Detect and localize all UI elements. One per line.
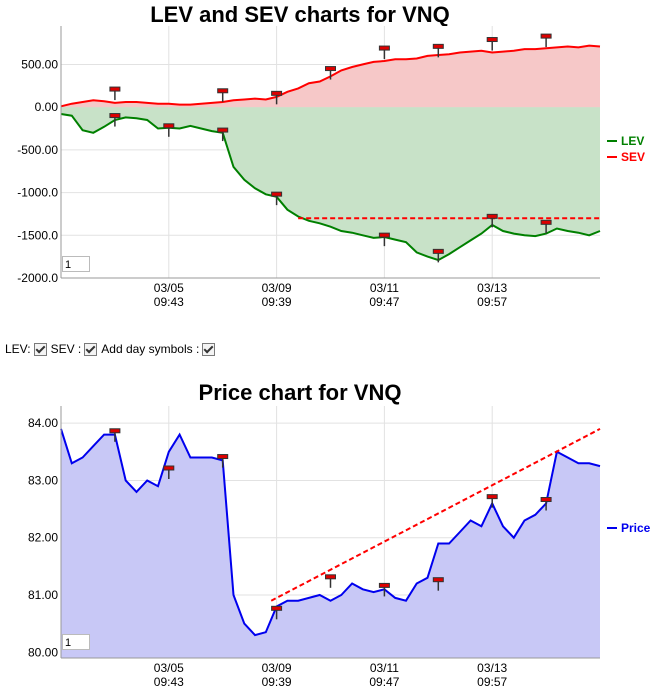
day-symbol-flag xyxy=(109,428,121,434)
y-tick-label: 82.00 xyxy=(28,531,58,545)
lev-checkbox[interactable] xyxy=(33,342,47,356)
y-tick-label: 80.00 xyxy=(28,645,58,659)
x-tick-label-time: 09:39 xyxy=(262,675,292,689)
y-tick-label: 500.00 xyxy=(21,57,58,71)
day-symbol-flag xyxy=(163,465,175,471)
x-tick-label-time: 09:47 xyxy=(369,675,399,689)
day-symbol-flag xyxy=(217,127,229,133)
x-tick-label-date: 03/11 xyxy=(370,281,399,295)
day-symbol-flag xyxy=(217,88,229,94)
legend-label-sev: SEV xyxy=(621,150,645,164)
sev-checkbox[interactable] xyxy=(84,342,98,356)
x-tick-label-date: 03/13 xyxy=(477,281,507,295)
x-tick-label-date: 03/09 xyxy=(262,661,292,675)
x-tick-label-time: 09:39 xyxy=(262,295,292,309)
day-symbols-checkbox[interactable] xyxy=(202,342,216,356)
sev-label: SEV : xyxy=(50,342,82,356)
x-tick-label-time: 09:47 xyxy=(369,295,399,309)
day-symbol-flag xyxy=(432,43,444,49)
day-symbol-flag xyxy=(109,113,121,119)
day-symbol-flag xyxy=(271,90,283,96)
series-fill-sev xyxy=(61,45,600,108)
day-symbol-flag xyxy=(540,497,552,502)
y-tick-label: -500.00 xyxy=(17,143,58,157)
x-tick-label-date: 03/05 xyxy=(154,661,184,675)
y-tick-label: 0.00 xyxy=(35,100,59,114)
lev-sev-chart: 500.00 0.00 -500.00 -1000.0 -1500.0 -2000.0 03… xyxy=(17,26,645,309)
day-symbol-flag xyxy=(109,86,121,92)
day-symbol-flag xyxy=(378,582,390,588)
day-symbol-flag xyxy=(486,213,498,219)
series-line-price xyxy=(60,428,601,637)
day-symbol-flag xyxy=(217,454,229,460)
day-symbol-flag xyxy=(378,232,390,238)
lev-zoom-input[interactable]: 1 xyxy=(62,256,90,272)
day-symbol-flag xyxy=(271,191,283,197)
series-fill-price xyxy=(61,428,600,658)
series-fill-lev xyxy=(61,107,600,261)
y-tick-label: -2000.0 xyxy=(17,271,58,285)
price-zoom-input[interactable]: 1 xyxy=(62,634,90,650)
day-symbol-flag xyxy=(432,248,444,254)
day-symbol-flag xyxy=(163,123,175,129)
y-tick-label: -1500.0 xyxy=(17,228,58,242)
day-symbol-flag xyxy=(432,577,444,583)
x-tick-label-date: 03/09 xyxy=(262,281,292,295)
day-symbol-flag xyxy=(378,45,390,51)
day-symbol-flag xyxy=(325,66,336,72)
y-tick-label: 81.00 xyxy=(28,588,58,602)
series-line-lev xyxy=(60,113,601,262)
day-symbol-flag xyxy=(486,494,498,500)
price-chart-title: Price chart for VNQ xyxy=(198,380,402,405)
x-tick-label-date: 03/05 xyxy=(154,281,184,295)
x-tick-label-time: 09:43 xyxy=(154,675,184,689)
day-symbol-flag xyxy=(540,219,552,225)
x-tick-label-date: 03/11 xyxy=(370,661,399,675)
chart-controls: LEV: SEV : Add day symbols : xyxy=(5,342,219,356)
day-symbol-flag xyxy=(540,33,552,39)
x-tick-label-date: 03/13 xyxy=(477,661,507,675)
trend-line xyxy=(270,428,601,602)
y-tick-label: 83.00 xyxy=(28,473,58,487)
x-tick-label-time: 09:43 xyxy=(154,295,184,309)
legend-label-price: Price xyxy=(621,521,651,535)
day-symbol-flag xyxy=(325,574,336,580)
legend-label-lev: LEV xyxy=(621,134,644,148)
day-symbol-flag xyxy=(486,37,498,43)
day-symbols-label: Add day symbols : xyxy=(101,342,200,356)
y-tick-label: -1000.0 xyxy=(17,186,58,200)
x-tick-label-time: 09:57 xyxy=(477,675,507,689)
day-symbol-flag xyxy=(271,605,283,611)
x-tick-label-time: 09:57 xyxy=(477,295,507,309)
lev-chart-title: LEV and SEV charts for VNQ xyxy=(150,2,450,27)
y-tick-label: 84.00 xyxy=(28,416,58,430)
lev-label: LEV: xyxy=(5,342,31,356)
